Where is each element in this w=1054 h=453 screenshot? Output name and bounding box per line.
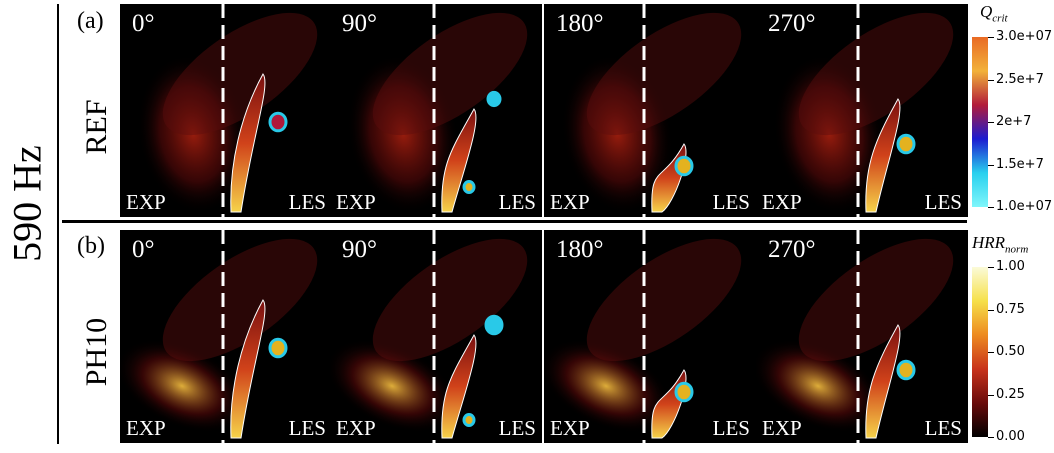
colorbar-tick-mark — [988, 394, 994, 396]
phase-angle-label: 270° — [768, 10, 816, 37]
exp-label: EXP — [126, 416, 166, 440]
exp-label: EXP — [550, 190, 590, 214]
flame-image — [544, 230, 742, 443]
flame-image — [137, 4, 318, 217]
phase-angle-label: 90° — [342, 10, 377, 37]
colorbar-tick-label: 2.5e+7 — [996, 71, 1044, 87]
colorbar-tick-mark — [988, 267, 994, 268]
flame-image — [347, 4, 528, 217]
colorbar-tick-mark — [988, 164, 994, 166]
hrr-colorbar-title: HRRnorm — [972, 233, 1029, 256]
row-divider — [62, 220, 967, 223]
phase-angle-label: 270° — [768, 236, 816, 263]
les-label: LES — [288, 190, 326, 214]
flame-panel: 180° EXP LES — [544, 230, 756, 443]
exp-label: EXP — [336, 190, 376, 214]
colorbar-tick-mark — [988, 207, 994, 208]
frequency-label: 590 Hz — [4, 145, 50, 262]
les-label: LES — [288, 416, 326, 440]
flame-panel: 90° EXP LES — [330, 230, 542, 443]
les-label: LES — [498, 416, 536, 440]
exp-label: EXP — [126, 190, 166, 214]
exp-label: EXP — [762, 190, 802, 214]
flame-image — [756, 230, 954, 443]
colorbar-tick-label: 2e+7 — [996, 114, 1032, 129]
phase-angle-label: 180° — [556, 236, 604, 263]
colorbar-tick-mark — [988, 37, 994, 38]
flame-image — [773, 4, 954, 217]
les-label: LES — [498, 190, 536, 214]
colorbar-tick-label: 0.25 — [996, 386, 1025, 402]
flame-panel: 0° EXP LES — [120, 4, 332, 217]
colorbar-tick-label: 0.50 — [996, 344, 1025, 359]
colorbar-tick-mark — [988, 352, 994, 353]
exp-label: EXP — [336, 416, 376, 440]
left-divider — [57, 4, 59, 444]
row-b-case-label: PH10 — [80, 317, 113, 387]
row-a-tag: (a) — [77, 8, 104, 34]
phase-angle-label: 180° — [556, 10, 604, 37]
row-b-tag: (b) — [77, 233, 105, 259]
flame-image — [561, 4, 742, 217]
exp-label: EXP — [550, 416, 590, 440]
colorbar-tick-label: 0.75 — [996, 301, 1025, 317]
colorbar-tick-label: 1.0e+07 — [996, 199, 1053, 214]
flame-panel: 90° EXP LES — [330, 4, 542, 217]
les-label: LES — [924, 190, 962, 214]
colorbar-tick-label: 0.00 — [996, 429, 1025, 444]
row-a-case-label: REF — [80, 99, 113, 155]
exp-label: EXP — [762, 416, 802, 440]
colorbar-tick-mark — [988, 122, 994, 123]
les-label: LES — [712, 190, 750, 214]
flame-panel: 270° EXP LES — [756, 230, 968, 443]
flame-panel: 0° EXP LES — [120, 230, 332, 443]
les-label: LES — [712, 416, 750, 440]
les-label: LES — [924, 416, 962, 440]
hrr-colorbar — [972, 267, 988, 437]
phase-angle-label: 0° — [132, 236, 155, 263]
colorbar-tick-mark — [988, 437, 994, 438]
colorbar-tick-label: 1.5e+7 — [996, 156, 1044, 172]
flame-panel: 180° EXP LES — [544, 4, 756, 217]
flame-panel: 270° EXP LES — [756, 4, 968, 217]
qcrit-colorbar — [972, 37, 988, 207]
phase-angle-label: 0° — [132, 10, 155, 37]
flame-image — [330, 230, 528, 443]
flame-image — [120, 230, 318, 443]
colorbar-tick-label: 3.0e+07 — [996, 29, 1053, 44]
phase-angle-label: 90° — [342, 236, 377, 263]
colorbar-tick-mark — [988, 309, 994, 311]
colorbar-tick-mark — [988, 79, 994, 81]
colorbar-tick-label: 1.00 — [996, 259, 1025, 274]
qcrit-colorbar-title: Qcrit — [980, 2, 1008, 25]
